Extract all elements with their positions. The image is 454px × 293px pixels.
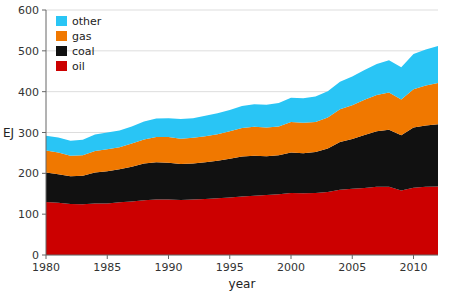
legend-swatch bbox=[56, 61, 67, 71]
x-tick-label: 2005 bbox=[338, 261, 366, 274]
y-tick bbox=[42, 132, 46, 133]
grid bbox=[46, 10, 438, 255]
y-tick bbox=[42, 173, 46, 174]
x-tick bbox=[413, 255, 414, 259]
grid-line bbox=[46, 50, 438, 51]
legend-label: gas bbox=[72, 30, 92, 43]
x-tick-label: 2000 bbox=[277, 261, 305, 274]
y-tick-label: 200 bbox=[18, 167, 39, 180]
y-axis bbox=[46, 10, 47, 255]
y-tick bbox=[42, 255, 46, 256]
legend-label: coal bbox=[72, 45, 95, 58]
x-tick-label: 1985 bbox=[93, 261, 121, 274]
legend: other gas coal oil bbox=[56, 15, 102, 73]
x-tick bbox=[46, 255, 47, 259]
x-axis-label: year bbox=[229, 277, 256, 291]
area bbox=[46, 83, 438, 176]
x-tick bbox=[107, 255, 108, 259]
chart: 0100200300400500600198019851990199520002… bbox=[0, 0, 454, 293]
x-tick bbox=[291, 255, 292, 259]
y-axis-label: EJ bbox=[3, 126, 14, 140]
legend-label: oil bbox=[72, 60, 85, 73]
y-tick-label: 100 bbox=[18, 208, 39, 221]
y-tick-label: 300 bbox=[18, 127, 39, 140]
grid-line bbox=[46, 10, 438, 11]
grid-line bbox=[46, 255, 438, 256]
legend-swatch bbox=[56, 31, 67, 41]
y-tick bbox=[42, 10, 46, 11]
x-tick-label: 1990 bbox=[155, 261, 183, 274]
area bbox=[46, 46, 438, 156]
y-tick bbox=[42, 91, 46, 92]
areas bbox=[46, 46, 438, 255]
legend-swatch bbox=[56, 16, 67, 26]
y-tick bbox=[42, 50, 46, 51]
x-tick-label: 2010 bbox=[400, 261, 428, 274]
x-tick bbox=[229, 255, 230, 259]
x-tick-label: 1980 bbox=[32, 261, 60, 274]
legend-label: other bbox=[72, 15, 102, 28]
x-axis bbox=[46, 255, 438, 256]
x-tick-label: 1995 bbox=[216, 261, 244, 274]
y-tick-label: 400 bbox=[18, 86, 39, 99]
y-tick-label: 600 bbox=[18, 4, 39, 17]
y-tick-label: 500 bbox=[18, 45, 39, 58]
x-tick bbox=[352, 255, 353, 259]
x-tick bbox=[168, 255, 169, 259]
legend-swatch bbox=[56, 46, 67, 56]
y-tick bbox=[42, 214, 46, 215]
